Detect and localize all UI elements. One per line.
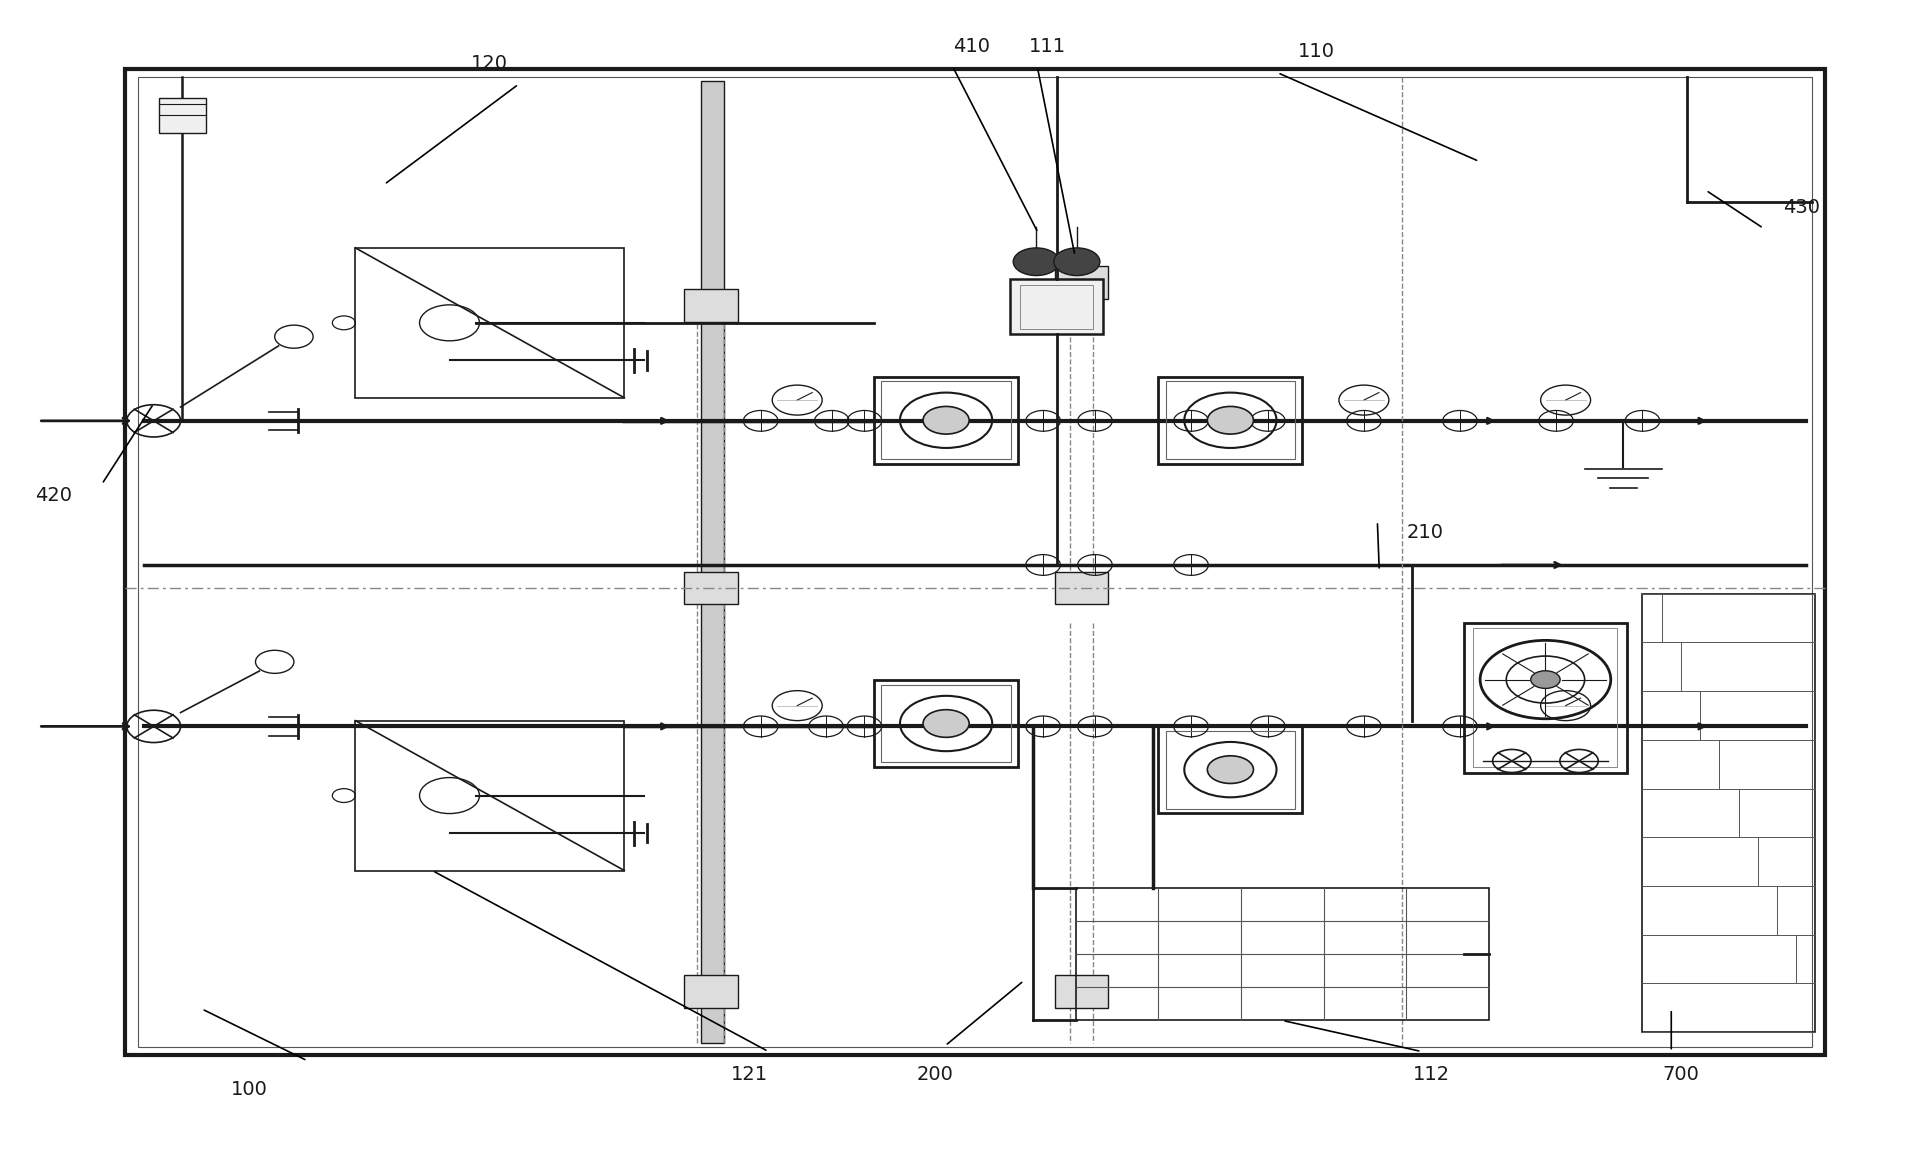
Bar [1076,888,1489,1020]
Text: 420: 420 [35,487,73,505]
Bar [874,377,1018,464]
Text: 200: 200 [916,1065,955,1084]
Circle shape [1531,671,1560,688]
Circle shape [1012,248,1058,276]
Bar [1473,628,1617,767]
Bar [1055,975,1108,1008]
Bar [1158,726,1302,813]
Bar [684,289,738,322]
Bar [1055,266,1108,299]
Bar [1010,279,1103,334]
Bar [1642,594,1815,1032]
Bar [1158,377,1302,464]
Text: 410: 410 [953,37,991,55]
Bar [159,98,206,133]
Text: 430: 430 [1783,198,1821,217]
Text: 111: 111 [1028,37,1066,55]
Bar [355,721,624,871]
Bar [125,69,1825,1055]
Circle shape [1208,756,1252,784]
Circle shape [1055,248,1101,276]
Bar [1166,382,1295,459]
Bar [1464,623,1627,773]
Text: 210: 210 [1406,523,1445,542]
Bar [882,382,1010,459]
Text: 120: 120 [471,54,509,73]
Bar [1055,572,1108,604]
Text: 110: 110 [1297,43,1335,61]
Circle shape [1208,407,1252,435]
Bar [684,975,738,1008]
Bar [355,248,624,398]
Circle shape [922,709,968,738]
Bar [1020,285,1093,329]
Text: 100: 100 [231,1080,269,1099]
Text: 112: 112 [1412,1065,1450,1084]
Text: 700: 700 [1662,1065,1700,1084]
Bar [684,572,738,604]
Circle shape [922,407,968,435]
Bar [1166,731,1295,808]
Bar [874,680,1018,767]
Bar [882,685,1010,762]
Bar [138,77,1812,1047]
Bar [701,81,724,1043]
Text: 121: 121 [730,1065,768,1084]
